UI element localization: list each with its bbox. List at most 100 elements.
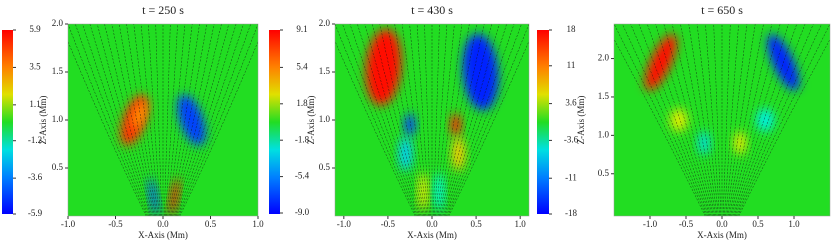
- panel: t = 650 s X-Axis (Mm) Z-Axis (Mm) -1.0 -0.5 0…: [537, 3, 831, 240]
- x-axis-label: X-Axis (Mm): [697, 230, 747, 240]
- x-tick-label: 0.5: [752, 219, 764, 229]
- field-line: [688, 24, 718, 216]
- field-line: [357, 24, 421, 216]
- field-line: [727, 24, 764, 216]
- field-line: [722, 24, 731, 216]
- x-axis-label: X-Axis (Mm): [407, 230, 457, 240]
- field-line: [432, 24, 440, 216]
- field-line: [442, 24, 500, 216]
- field-line: [372, 24, 423, 216]
- panel: t = 250 s X-Axis (Mm) Z-Axis (Mm) -1.0 -0.5 0…: [2, 3, 264, 240]
- plot-area: [335, 24, 529, 216]
- colorbar-tick-label: 5.4: [296, 61, 308, 71]
- field-line: [163, 24, 171, 216]
- field-line: [614, 38, 706, 216]
- field-line: [655, 24, 713, 216]
- field-line: [705, 24, 720, 216]
- field-line: [663, 24, 714, 216]
- field-line: [441, 24, 492, 216]
- colorbar-tick-label: -1.8: [295, 134, 310, 144]
- field-line: [89, 24, 152, 216]
- field-line: [446, 24, 522, 216]
- field-line: [379, 24, 424, 216]
- field-line: [443, 24, 507, 216]
- field-line: [75, 24, 149, 216]
- field-line: [68, 40, 147, 216]
- field-line: [104, 24, 154, 216]
- colorbar-tick-label: 5.9: [29, 24, 41, 34]
- x-tick-label: 1.0: [252, 219, 264, 229]
- heatmap-feature: [365, 28, 402, 106]
- x-tick-label: -1.0: [61, 219, 76, 229]
- y-tick-label: 1.5: [598, 91, 610, 101]
- colorbar-tick-label: -5.4: [295, 171, 310, 181]
- x-tick-label: -1.0: [337, 219, 352, 229]
- field-line: [724, 24, 739, 216]
- field-line: [68, 24, 148, 216]
- colorbar-tick-label: 11: [567, 60, 576, 70]
- field-line: [148, 24, 161, 216]
- field-line: [728, 24, 773, 216]
- colorbar-tick-label: 3.5: [29, 61, 41, 71]
- field-line: [174, 24, 237, 216]
- heatmap-feature: [177, 94, 206, 146]
- field-line: [172, 24, 222, 216]
- heatmap-feature: [169, 177, 180, 216]
- y-tick-label: 0.5: [52, 162, 64, 172]
- panel: t = 430 s X-Axis (Mm) Z-Axis (Mm) -1.0 -0.5 0…: [269, 3, 530, 240]
- field-line: [111, 24, 155, 216]
- field-line: [436, 24, 463, 216]
- field-line: [447, 24, 529, 216]
- chart-title: t = 250 s: [142, 3, 184, 17]
- field-line: [166, 24, 186, 216]
- field-line: [696, 24, 719, 216]
- field-line: [179, 40, 258, 216]
- y-tick-label: 1.5: [52, 66, 64, 76]
- field-line: [133, 24, 159, 216]
- heatmap-feature: [462, 33, 499, 111]
- field-line: [435, 24, 455, 216]
- colorbar-tick-label: 18: [567, 24, 577, 34]
- field-line: [409, 24, 429, 216]
- field-line: [725, 24, 748, 216]
- field-line: [646, 24, 712, 216]
- field-line: [175, 24, 244, 216]
- colorbar-tick-label: 3.6: [565, 98, 577, 108]
- y-tick-label: 0.5: [319, 162, 331, 172]
- colorbar-tick-label: -11: [565, 172, 577, 182]
- field-line: [394, 24, 427, 216]
- field-line: [680, 24, 717, 216]
- field-line: [165, 24, 178, 216]
- field-line: [424, 24, 432, 216]
- x-tick-label: 0.0: [716, 219, 728, 229]
- colorbar: [537, 30, 549, 214]
- field-line: [732, 24, 798, 216]
- field-line: [126, 24, 158, 216]
- chart-title: t = 650 s: [701, 3, 743, 17]
- field-line: [401, 24, 428, 216]
- field-line: [82, 24, 151, 216]
- field-line: [364, 24, 422, 216]
- field-line: [440, 24, 485, 216]
- y-axis-label: Z-Axis (Mm): [306, 96, 316, 145]
- x-tick-label: -0.5: [679, 219, 694, 229]
- field-line: [140, 24, 160, 216]
- colorbar: [269, 30, 280, 214]
- field-line: [726, 24, 756, 216]
- field-line: [730, 24, 781, 216]
- field-line: [335, 24, 417, 216]
- y-tick-label: 0.5: [598, 168, 610, 178]
- field-line: [177, 24, 251, 216]
- y-tick-label: 1.0: [52, 114, 64, 124]
- plot-area: [68, 24, 258, 216]
- plot-area: [614, 24, 830, 216]
- colorbar-tick-label: 9.1: [296, 24, 307, 34]
- field-line: [731, 24, 789, 216]
- y-tick-label: 2.0: [52, 18, 64, 28]
- field-line: [738, 38, 830, 216]
- field-line: [155, 24, 163, 216]
- heatmap-feature: [698, 131, 710, 155]
- field-line: [448, 40, 529, 216]
